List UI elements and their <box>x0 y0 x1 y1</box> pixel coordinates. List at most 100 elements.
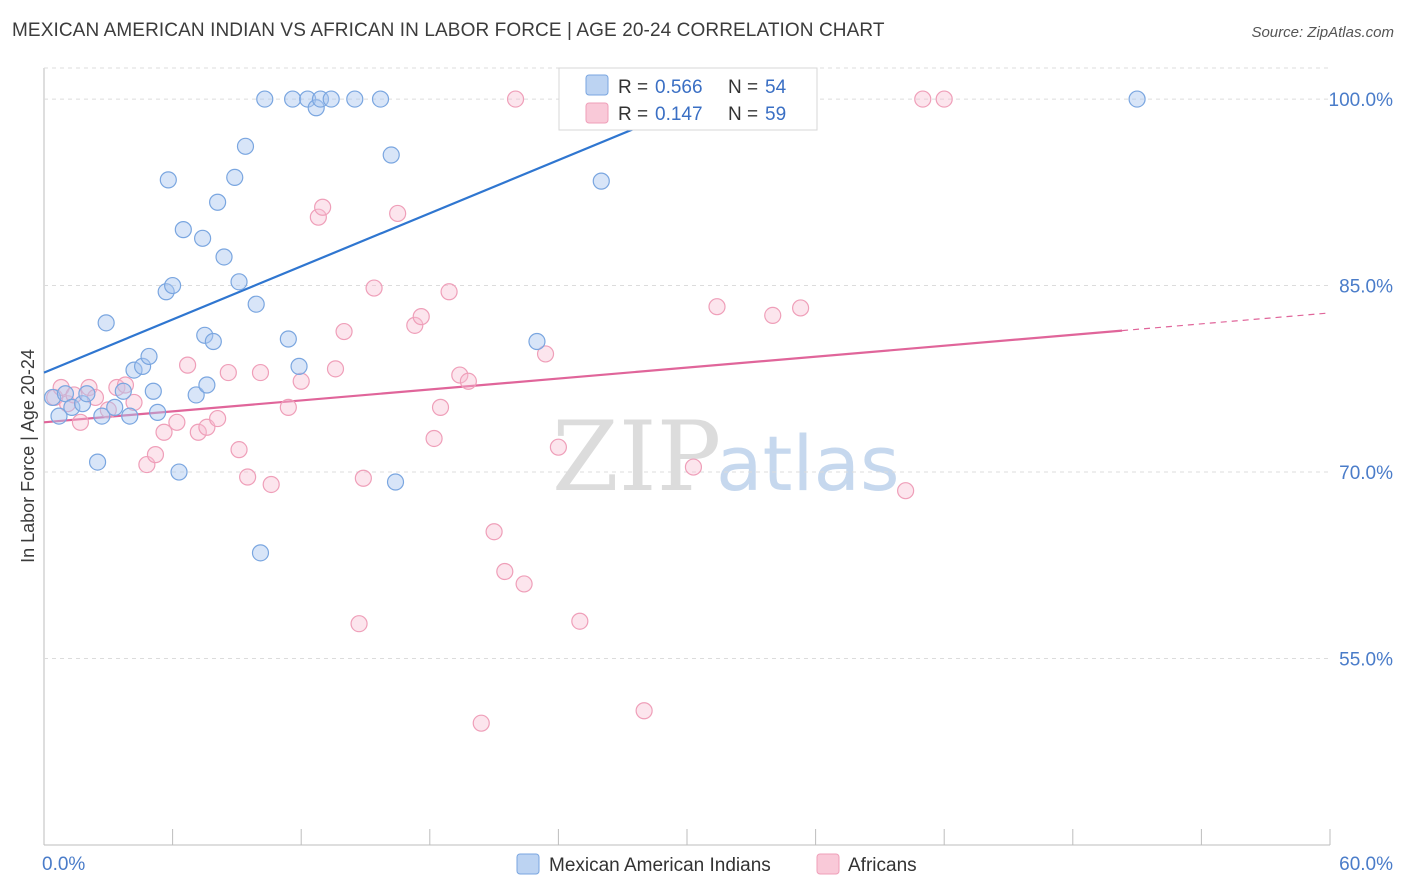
african-point <box>459 372 477 390</box>
mexican-american-indian-point <box>226 168 244 187</box>
mexican-american-indian-point <box>290 357 308 375</box>
mexican-american-indian-point <box>140 347 158 366</box>
african-point <box>219 363 237 382</box>
african-point <box>71 413 90 431</box>
y-tick-label: 70.0% <box>1339 463 1393 484</box>
mexican-american-indian-point <box>159 171 177 189</box>
trend-line-africans-extension <box>1122 312 1331 332</box>
mexican-american-indian-point <box>322 90 340 108</box>
bottom-legend-label-blue: Mexican American Indians <box>549 855 771 876</box>
african-point <box>472 714 490 732</box>
mexican-american-indian-point <box>144 382 162 400</box>
mexican-american-indian-point <box>299 90 317 108</box>
african-point <box>251 363 270 382</box>
mexican-american-indian-point <box>78 385 96 403</box>
mexican-american-indian-point <box>121 407 139 425</box>
african-point <box>239 468 257 486</box>
african-point <box>189 423 207 441</box>
mexican-american-indian-point <box>386 473 405 491</box>
african-point <box>179 356 197 374</box>
legend-r-value-1: 0.566 <box>655 77 703 98</box>
source-label: Source: ZipAtlas.com <box>1251 24 1394 41</box>
african-point <box>914 90 932 108</box>
bottom-legend-swatch-blue <box>516 853 540 875</box>
african-point <box>764 306 782 324</box>
legend-swatch-pink <box>585 102 609 124</box>
legend-n-label-2: N = <box>728 104 758 125</box>
mexican-american-indian-point <box>204 332 222 351</box>
y-tick-label: 55.0% <box>1339 650 1393 671</box>
legend-n-value-1: 54 <box>765 77 787 98</box>
african-point <box>485 523 503 541</box>
watermark-atlas: atlas <box>716 419 900 508</box>
mexican-american-indian-point <box>106 398 124 416</box>
bottom-legend-label-pink: Africans <box>848 855 917 876</box>
african-point <box>146 446 165 464</box>
african-point <box>897 482 915 500</box>
legend-n-value-2: 59 <box>765 104 786 125</box>
mexican-american-indian-point <box>88 453 107 471</box>
mexican-american-indian-point <box>125 361 143 379</box>
bottom-legend: Mexican American Indians Africans <box>516 853 917 876</box>
african-point <box>209 409 227 428</box>
african-point <box>406 316 424 334</box>
african-point <box>451 366 469 384</box>
african-point <box>431 398 450 416</box>
african-point <box>125 393 143 412</box>
african-point <box>354 469 372 487</box>
african-point <box>335 322 353 341</box>
mexican-american-indian-point <box>170 463 188 481</box>
mexican-american-indian-point <box>371 90 390 108</box>
african-point <box>65 386 83 404</box>
african-point <box>314 198 332 216</box>
mexican-american-indian-point <box>1128 90 1146 108</box>
african-point <box>635 702 653 720</box>
mexican-american-indian-point <box>63 398 81 416</box>
african-point <box>292 372 310 390</box>
mexican-american-indian-point <box>528 332 546 351</box>
mexican-american-indian-point <box>382 146 400 164</box>
african-point <box>262 475 280 494</box>
mexican-american-indian-point <box>194 229 212 247</box>
mexican-american-indian-point <box>50 407 68 425</box>
legend-n-label-1: N = <box>728 77 758 98</box>
mexican-american-indian-point <box>97 314 115 332</box>
african-point <box>708 298 726 316</box>
african-point <box>279 398 297 416</box>
mexican-american-indian-point <box>73 395 92 413</box>
x-tick-label-max: 60.0% <box>1339 854 1393 875</box>
legend-swatch-blue <box>585 74 609 96</box>
african-point <box>935 90 953 108</box>
african-point <box>440 283 458 301</box>
mexican-american-indian-point <box>251 544 270 562</box>
inset-legend: R = 0.566 N = 54 R = 0.147 N = 59 <box>558 67 818 131</box>
african-point <box>230 441 248 459</box>
african-point <box>549 438 568 456</box>
african-point <box>155 423 173 441</box>
mexican-american-indian-point <box>133 357 152 375</box>
african-point <box>425 429 443 448</box>
mexican-american-indian-point <box>284 90 302 108</box>
mexican-american-indian-point <box>43 388 62 407</box>
african-point <box>350 615 368 633</box>
african-point <box>168 413 186 431</box>
african-point <box>684 458 703 476</box>
mexican-american-indian-point <box>196 326 214 344</box>
mexican-american-indian-point <box>148 403 167 421</box>
trend-line-africans <box>43 329 1123 424</box>
mexican-american-indian-point <box>174 221 192 239</box>
mexican-american-indian-point <box>187 386 205 404</box>
african-point <box>515 575 533 593</box>
x-tick-label-min: 0.0% <box>42 854 85 875</box>
legend-r-value-2: 0.147 <box>655 104 703 125</box>
african-point <box>571 612 589 630</box>
watermark-zip: ZIP <box>552 401 721 513</box>
african-point <box>536 345 555 363</box>
african-point <box>309 208 327 226</box>
african-point <box>496 562 514 581</box>
y-axis-label: In Labor Force | Age 20-24 <box>18 349 38 563</box>
bottom-legend-swatch-pink <box>816 853 840 875</box>
chart-title: MEXICAN AMERICAN INDIAN VS AFRICAN IN LA… <box>12 20 885 41</box>
african-point <box>389 204 407 223</box>
